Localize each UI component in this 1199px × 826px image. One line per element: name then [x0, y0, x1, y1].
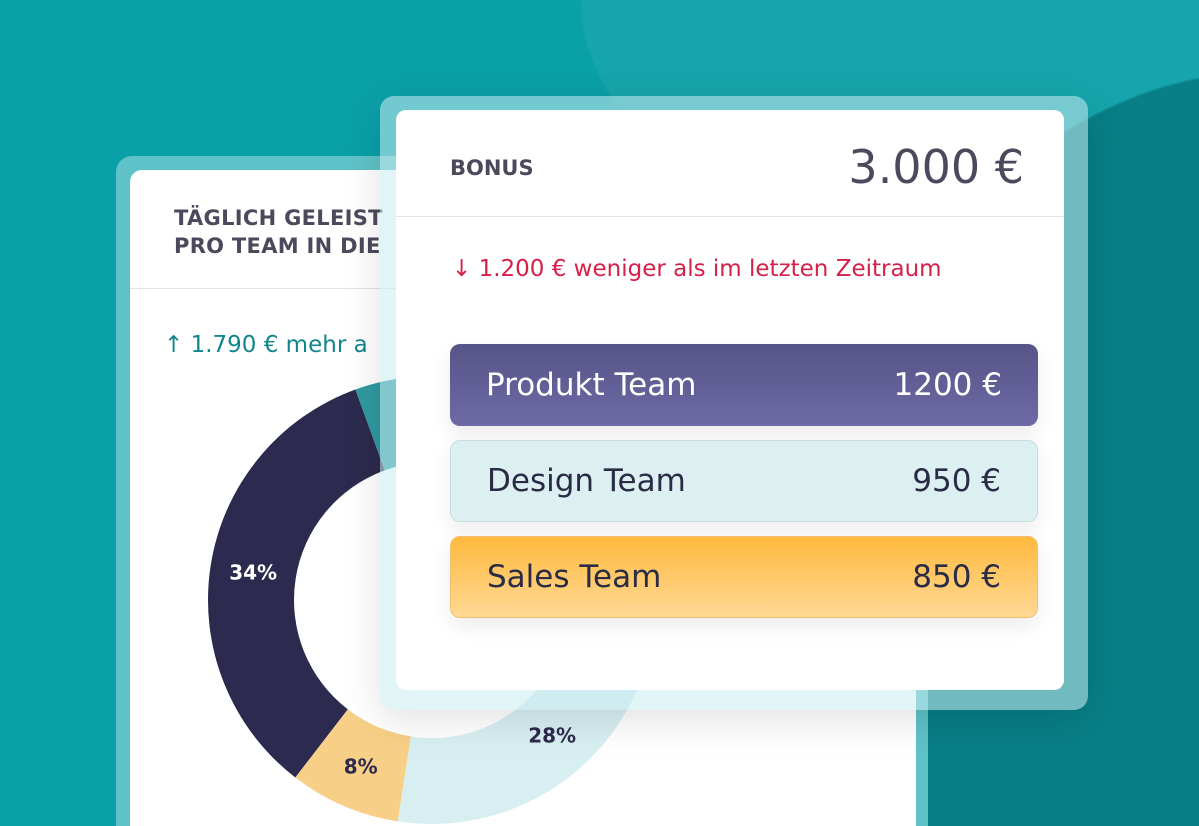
- team-amount: 850 €: [912, 559, 1001, 595]
- donut-label: 28%: [528, 723, 576, 747]
- donut-label: 8%: [344, 754, 378, 778]
- team-row-sales[interactable]: Sales Team 850 €: [450, 536, 1038, 618]
- card-title-line2: PRO TEAM IN DIE: [174, 234, 381, 258]
- decrease-text: ↓ 1.200 € weniger als im letzten Zeitrau…: [452, 256, 942, 282]
- team-row-produkt[interactable]: Produkt Team 1200 €: [450, 344, 1038, 426]
- bonus-label: BONUS: [450, 156, 534, 180]
- donut-segment: [207, 389, 385, 778]
- bonus-card: BONUS 3.000 € ↓ 1.200 € weniger als im l…: [396, 110, 1064, 690]
- card-title-line1: TÄGLICH GELEIST: [174, 206, 383, 230]
- team-amount: 1200 €: [893, 367, 1002, 403]
- team-row-design[interactable]: Design Team 950 €: [450, 440, 1038, 522]
- team-name: Sales Team: [487, 559, 662, 595]
- divider: [396, 216, 1064, 217]
- donut-label: 34%: [229, 560, 277, 584]
- bonus-value: 3.000 €: [848, 140, 1024, 194]
- team-name: Design Team: [487, 463, 686, 499]
- card-title: TÄGLICH GELEIST PRO TEAM IN DIE: [174, 204, 383, 260]
- donut-segment: [295, 709, 411, 822]
- increase-text: ↑ 1.790 € mehr a: [164, 332, 368, 358]
- team-name: Produkt Team: [486, 367, 697, 403]
- team-amount: 950 €: [912, 463, 1001, 499]
